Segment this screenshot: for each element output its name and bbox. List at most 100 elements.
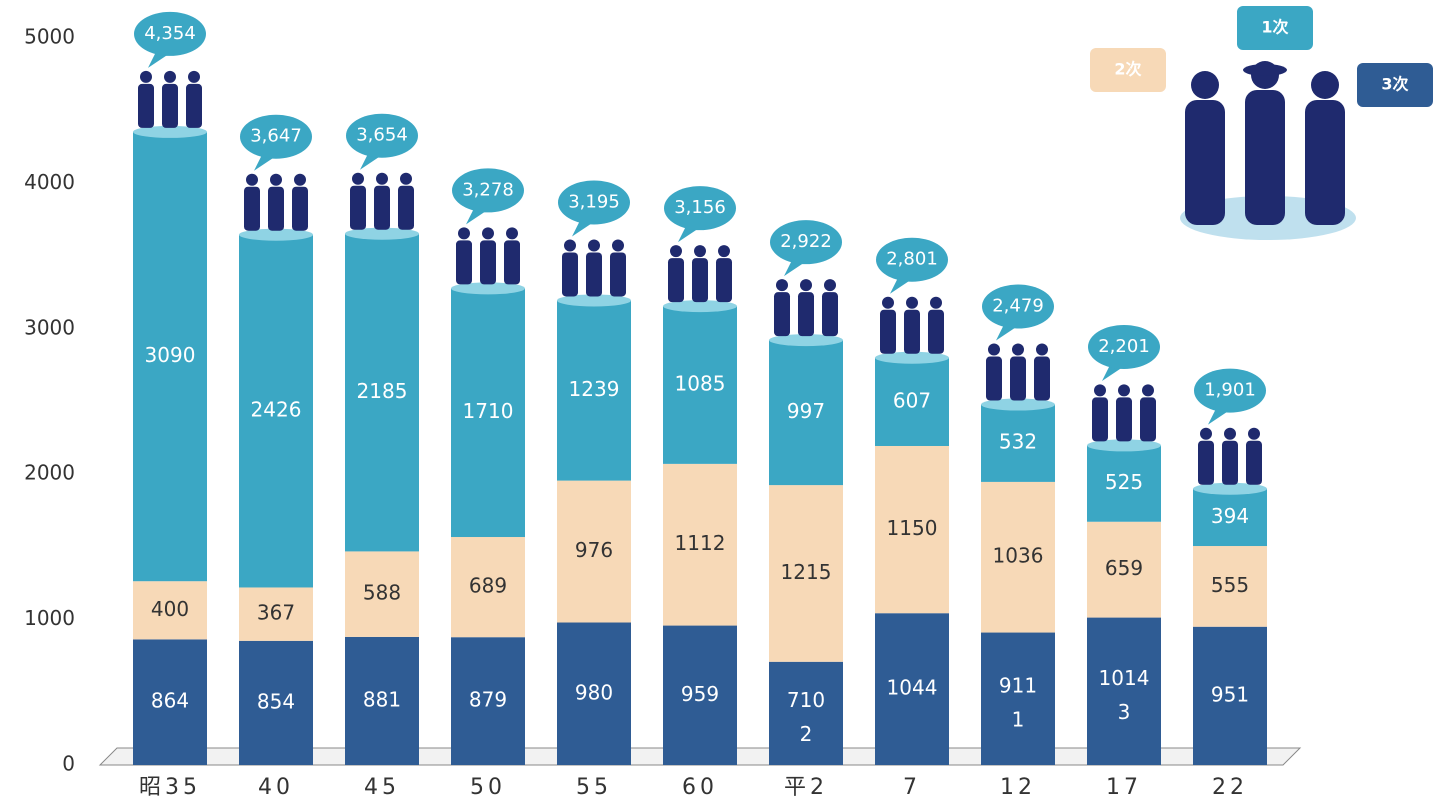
total-bubble	[982, 284, 1054, 329]
figures	[880, 296, 944, 354]
value-label: 997	[787, 399, 825, 423]
legend-label: 3次	[1381, 75, 1408, 94]
value-label: 532	[999, 430, 1037, 454]
figure-head	[270, 173, 282, 186]
figure-body	[822, 292, 838, 337]
total-bubble	[1088, 324, 1160, 369]
value-label: 1150	[887, 516, 938, 540]
figure-body	[292, 186, 308, 231]
value-label: 2426	[251, 398, 302, 422]
figure-body	[162, 83, 178, 128]
figure-head	[400, 172, 412, 185]
figure-head	[588, 239, 600, 252]
figures	[668, 245, 732, 303]
total-bubble	[134, 11, 206, 56]
figures	[138, 70, 202, 128]
figure-body	[1010, 356, 1026, 401]
total-bubble	[240, 114, 312, 159]
x-tick-label: 7	[903, 775, 921, 800]
figure-head	[482, 227, 494, 240]
total-label: 4,354	[144, 23, 196, 44]
bar-segment	[663, 463, 737, 626]
bar-segment	[451, 537, 525, 638]
figure-head	[1248, 427, 1260, 440]
x-tick-label: 17	[1106, 775, 1142, 800]
value-label: 555	[1211, 573, 1249, 597]
figure-body	[374, 185, 390, 230]
figure-body	[186, 83, 202, 128]
other-value-label: 3	[1118, 700, 1131, 724]
bar-segment	[1087, 521, 1161, 618]
x-tick-label: 平2	[784, 775, 828, 800]
total-label: 2,801	[886, 249, 938, 270]
bar-segment	[663, 306, 737, 464]
figures	[562, 239, 626, 297]
value-label: 588	[363, 581, 401, 605]
figure-head	[776, 279, 788, 292]
value-label: 689	[469, 574, 507, 598]
value-label: 607	[893, 388, 931, 412]
value-label: 367	[257, 601, 295, 625]
y-tick-label: 1000	[24, 606, 75, 630]
bar-segment	[133, 639, 207, 765]
x-tick-label: 昭35	[139, 775, 201, 800]
figure-body	[798, 292, 814, 337]
figure-body	[716, 258, 732, 303]
bar-segment	[1087, 445, 1161, 522]
value-label: 710	[787, 688, 825, 712]
figure-body	[904, 309, 920, 354]
cylinder-top	[981, 398, 1055, 411]
total-label: 2,479	[992, 296, 1044, 317]
cylinder-top	[239, 228, 313, 241]
bar-segment	[1087, 617, 1161, 765]
figure-body	[1034, 356, 1050, 401]
value-label: 980	[575, 680, 613, 704]
bar-segment	[663, 625, 737, 765]
bar-segment	[345, 551, 419, 637]
total-bubble	[664, 186, 736, 231]
figure-body	[1116, 397, 1132, 442]
figure-body	[986, 356, 1002, 401]
bar-segment	[239, 234, 313, 588]
total-label: 2,922	[780, 231, 832, 252]
figure-body	[1222, 440, 1238, 485]
value-label: 1085	[675, 371, 726, 395]
bar-segment	[1193, 488, 1267, 547]
total-bubble	[558, 180, 630, 225]
total-label: 3,195	[568, 191, 620, 212]
total-label: 3,156	[674, 197, 726, 218]
cylinder-top	[133, 125, 207, 138]
figure-body	[880, 309, 896, 354]
value-label: 1044	[887, 676, 938, 700]
value-label: 1014	[1099, 666, 1150, 690]
bar-segment	[875, 613, 949, 765]
figure-body	[692, 258, 708, 303]
figure-head	[188, 70, 200, 83]
bar-segment	[981, 481, 1055, 633]
figure-head	[1142, 384, 1154, 397]
total-label: 3,278	[462, 179, 514, 200]
figure-body	[504, 240, 520, 285]
figure-head	[824, 279, 836, 292]
figure-body	[480, 240, 496, 285]
bar-segment	[1193, 626, 1267, 765]
figure-body	[244, 186, 260, 231]
bar-segment	[557, 480, 631, 623]
figure-head	[930, 296, 942, 309]
bar-segment	[769, 340, 843, 486]
value-label: 864	[151, 689, 189, 713]
figure-head	[988, 343, 1000, 356]
figure-head	[564, 239, 576, 252]
bar-segment	[557, 300, 631, 481]
figure-head	[800, 279, 812, 292]
cylinder-top	[875, 351, 949, 364]
figure-body	[268, 186, 284, 231]
figure-body	[1198, 440, 1214, 485]
other-value-label: 1	[1012, 707, 1025, 731]
y-tick-label: 2000	[24, 461, 75, 485]
total-bubble	[1194, 368, 1266, 413]
bar-segment	[769, 661, 843, 765]
value-label: 2185	[357, 379, 408, 403]
total-label: 3,654	[356, 125, 408, 146]
figure-head	[670, 245, 682, 258]
